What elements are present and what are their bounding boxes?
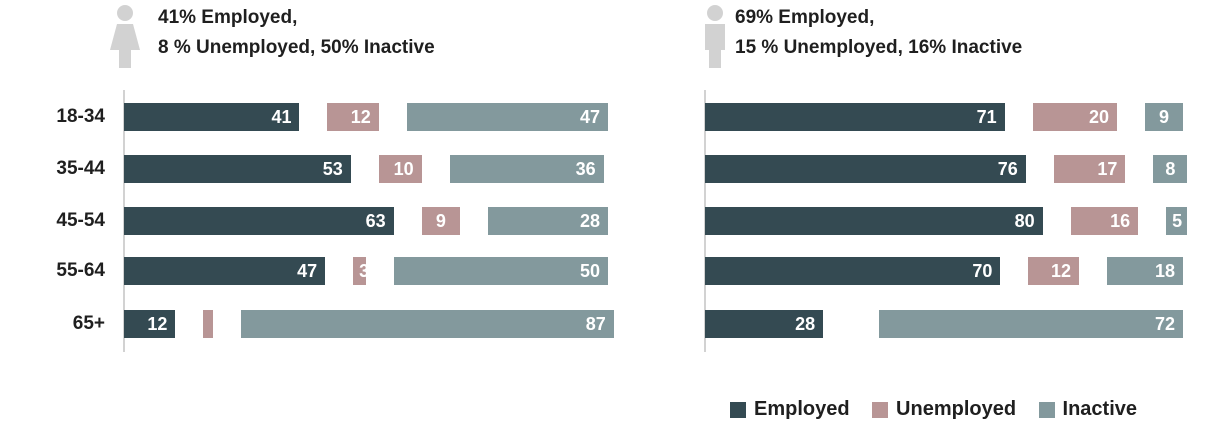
data-label: 12 xyxy=(1050,261,1072,281)
legend-item-inactive: Inactive xyxy=(1038,398,1137,421)
female-panel: 41% Employed, 8 % Unemployed, 50% Inacti… xyxy=(56,3,614,352)
title-line-1: 41% Employed, xyxy=(158,7,298,28)
data-label: 87 xyxy=(585,314,606,334)
data-label: 72 xyxy=(1154,314,1175,334)
male-panel: 69% Employed, 15 % Unemployed, 16% Inact… xyxy=(680,0,1230,427)
bar-inactive xyxy=(241,310,614,338)
bar-unemployed xyxy=(421,207,461,235)
bar-unemployed xyxy=(353,257,366,285)
data-label: 5 xyxy=(1172,211,1183,231)
data-label: 20 xyxy=(1088,107,1109,127)
data-label: 63 xyxy=(365,211,386,231)
bar-unemployed xyxy=(1070,207,1139,235)
bar-unemployed xyxy=(1032,103,1117,131)
data-label: 70 xyxy=(972,261,993,281)
category-label: 55-64 xyxy=(56,260,105,281)
data-label: 8 xyxy=(1165,159,1176,179)
category-label: 65+ xyxy=(72,313,105,334)
data-label: 12 xyxy=(350,107,371,127)
chart-title: 41% Employed, 8 % Unemployed, 50% Inacti… xyxy=(158,3,435,63)
data-label: 76 xyxy=(997,159,1018,179)
data-label: 9 xyxy=(1158,107,1169,127)
data-label: 53 xyxy=(322,159,343,179)
bar-unemployed xyxy=(327,103,379,131)
data-label: 47 xyxy=(579,107,600,127)
bar-employed xyxy=(124,103,300,131)
bar-employed xyxy=(705,310,824,338)
data-label: 36 xyxy=(575,159,596,179)
data-label: 71 xyxy=(976,107,997,127)
bar-unemployed xyxy=(1053,155,1126,183)
legend-label: Inactive xyxy=(1062,398,1137,420)
legend: Employed Unemployed Inactive xyxy=(730,398,1155,426)
legend-swatch xyxy=(1038,401,1055,418)
data-label: 9 xyxy=(435,211,446,231)
bar-inactive xyxy=(449,155,604,183)
bar-employed xyxy=(705,155,1026,183)
bar-inactive xyxy=(488,207,608,235)
bar-unemployed xyxy=(378,155,422,183)
bar-inactive xyxy=(1145,103,1183,131)
legend-item-unemployed: Unemployed xyxy=(872,398,1016,421)
title-line-2: 8 % Unemployed, 50% Inactive xyxy=(158,37,435,58)
data-label: 47 xyxy=(297,261,318,281)
legend-label: Employed xyxy=(754,398,850,420)
bar-employed xyxy=(124,257,326,285)
bar-inactive xyxy=(1166,207,1188,235)
bar-employed xyxy=(124,207,394,235)
bar-inactive xyxy=(879,310,1183,338)
legend-swatch xyxy=(872,401,889,418)
legend-swatch xyxy=(730,401,746,418)
legend-item-employed: Employed xyxy=(730,398,850,421)
data-label: 16 xyxy=(1110,211,1131,231)
data-label: 28 xyxy=(795,314,816,334)
category-label: 35-44 xyxy=(56,158,105,179)
bar-employed xyxy=(705,257,1001,285)
bar-inactive xyxy=(1107,257,1183,285)
bar-inactive xyxy=(1153,155,1188,183)
category-label: 45-54 xyxy=(56,210,105,231)
female-person-icon xyxy=(110,5,140,68)
bar-employed xyxy=(124,155,351,183)
bar-unemployed xyxy=(1028,257,1080,285)
title-line-1: 69% Employed, xyxy=(735,7,875,28)
data-label: 41 xyxy=(271,107,292,127)
title-line-2: 15 % Unemployed, 16% Inactive xyxy=(735,37,1023,58)
bar-employed xyxy=(124,310,176,338)
bar-employed xyxy=(705,207,1043,235)
legend-label: Unemployed xyxy=(896,398,1017,420)
male-person-icon xyxy=(705,5,725,68)
data-label: 17 xyxy=(1097,159,1118,179)
bar-inactive xyxy=(406,103,608,131)
data-label: 50 xyxy=(579,261,600,281)
data-label: 18 xyxy=(1154,261,1175,281)
chart-title: 69% Employed, 15 % Unemployed, 16% Inact… xyxy=(735,3,1022,63)
data-label: 3 xyxy=(359,261,370,281)
bar-employed xyxy=(705,103,1005,131)
data-label: 12 xyxy=(147,314,168,334)
bar-unemployed xyxy=(203,310,214,338)
bar-inactive xyxy=(394,257,608,285)
data-label: 28 xyxy=(579,211,600,231)
category-label: 18-34 xyxy=(56,106,105,127)
data-label: 80 xyxy=(1014,211,1035,231)
data-label: 10 xyxy=(393,159,414,179)
